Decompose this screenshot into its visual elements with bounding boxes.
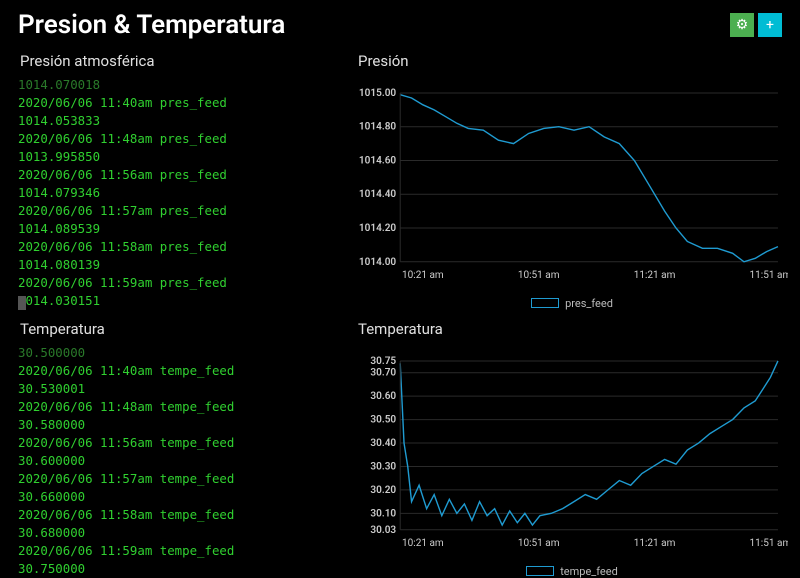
temperature-legend: tempe_feed [356, 563, 788, 578]
log-timestamp-line: 2020/06/06 11:56am tempe_feed [18, 434, 348, 452]
temperature-log-panel: Temperatura 30.5000002020/06/06 11:40am … [18, 318, 348, 578]
log-value: 30.680000 [18, 524, 348, 542]
svg-text:10:51 am: 10:51 am [518, 270, 560, 281]
log-value: 1014.030151 [18, 292, 348, 310]
svg-text:1014.40: 1014.40 [359, 189, 397, 200]
temperature-log[interactable]: 30.5000002020/06/06 11:40am tempe_feed30… [18, 344, 348, 578]
plus-icon: + [766, 17, 774, 33]
temperature-chart-wrap: 30.03 30.10 30.20 30.30 30.40 30.50 30.60 30.70… [356, 344, 788, 578]
log-value: 30.500000 [18, 344, 348, 362]
scrollbar-thumb[interactable] [18, 296, 26, 310]
log-timestamp-line: 2020/06/06 11:57am tempe_feed [18, 470, 348, 488]
log-timestamp-line: 2020/06/06 11:59am tempe_feed [18, 542, 348, 560]
log-timestamp-line: 2020/06/06 11:40am tempe_feed [18, 362, 348, 380]
pressure-log-panel: Presión atmosférica 1014.0700182020/06/0… [18, 50, 348, 310]
log-timestamp-line: 2020/06/06 11:48am pres_feed [18, 130, 348, 148]
svg-text:10:21 am: 10:21 am [402, 270, 444, 281]
svg-text:30.30: 30.30 [370, 461, 396, 472]
pressure-chart[interactable]: 1014.00 1014.20 1014.40 1014.60 1014.80 1015.… [356, 76, 788, 295]
legend-swatch [526, 566, 554, 576]
pressure-chart-panel: Presión 1014.001014.201014.401014.601014… [356, 50, 788, 310]
svg-text:1014.80: 1014.80 [359, 122, 397, 133]
svg-text:11:51 am: 11:51 am [750, 270, 788, 281]
dashboard-grid: Presión atmosférica 1014.0700182020/06/0… [0, 46, 800, 576]
pressure-chart-title: Presión [356, 50, 788, 76]
dashboard-header: Presion & Temperatura ⚙ + [0, 0, 800, 46]
temperature-chart-title: Temperatura [356, 318, 788, 344]
svg-text:1014.00: 1014.00 [359, 257, 397, 268]
legend-label: pres_feed [565, 297, 613, 310]
svg-text:11:21 am: 11:21 am [634, 270, 676, 281]
temperature-chart-panel: Temperatura 30.0330.1030.2030.3030.4030.… [356, 318, 788, 578]
pressure-log-title: Presión atmosférica [18, 50, 348, 76]
svg-text:30.75: 30.75 [370, 356, 396, 367]
svg-text:11:21 am: 11:21 am [634, 538, 676, 549]
svg-text:1014.20: 1014.20 [359, 223, 397, 234]
log-timestamp-line: 2020/06/06 11:58am pres_feed [18, 238, 348, 256]
log-value: 30.600000 [18, 452, 348, 470]
svg-text:10:21 am: 10:21 am [402, 538, 444, 549]
log-timestamp-line: 2020/06/06 11:40am pres_feed [18, 94, 348, 112]
svg-text:1015.00: 1015.00 [359, 88, 397, 99]
add-button[interactable]: + [758, 13, 782, 37]
svg-text:30.60: 30.60 [370, 391, 396, 402]
log-value: 1014.089539 [18, 220, 348, 238]
log-timestamp-line: 2020/06/06 11:57am pres_feed [18, 202, 348, 220]
log-value: 30.660000 [18, 488, 348, 506]
legend-swatch [531, 298, 559, 308]
log-timestamp-line: 2020/06/06 11:59am pres_feed [18, 274, 348, 292]
log-value: 30.530001 [18, 380, 348, 398]
log-value: 1014.080139 [18, 256, 348, 274]
svg-text:30.70: 30.70 [370, 368, 396, 379]
pressure-log[interactable]: 1014.0700182020/06/06 11:40am pres_feed1… [18, 76, 348, 310]
svg-text:30.03: 30.03 [370, 525, 396, 536]
page-title: Presion & Temperatura [18, 10, 285, 40]
gear-icon: ⚙ [736, 17, 749, 33]
log-value: 1014.070018 [18, 76, 348, 94]
svg-text:1014.60: 1014.60 [359, 155, 397, 166]
settings-button[interactable]: ⚙ [730, 13, 754, 37]
log-value: 1014.053833 [18, 112, 348, 130]
svg-text:11:51 am: 11:51 am [750, 538, 788, 549]
svg-text:30.20: 30.20 [370, 485, 396, 496]
svg-text:10:51 am: 10:51 am [518, 538, 560, 549]
log-value: 30.580000 [18, 416, 348, 434]
log-value: 1013.995850 [18, 148, 348, 166]
log-timestamp-line: 2020/06/06 11:56am pres_feed [18, 166, 348, 184]
pressure-legend: pres_feed [356, 295, 788, 310]
svg-text:30.50: 30.50 [370, 414, 396, 425]
log-value: 30.750000 [18, 560, 348, 578]
temperature-chart[interactable]: 30.03 30.10 30.20 30.30 30.40 30.50 30.60 30.70… [356, 344, 788, 563]
log-timestamp-line: 2020/06/06 11:48am tempe_feed [18, 398, 348, 416]
svg-text:30.10: 30.10 [370, 508, 396, 519]
legend-label: tempe_feed [560, 565, 618, 578]
temperature-log-title: Temperatura [18, 318, 348, 344]
header-buttons: ⚙ + [730, 13, 782, 37]
log-value: 1014.079346 [18, 184, 348, 202]
svg-text:30.40: 30.40 [370, 438, 396, 449]
log-timestamp-line: 2020/06/06 11:58am tempe_feed [18, 506, 348, 524]
pressure-chart-wrap: 1014.00 1014.20 1014.40 1014.60 1014.80 1015.… [356, 76, 788, 310]
